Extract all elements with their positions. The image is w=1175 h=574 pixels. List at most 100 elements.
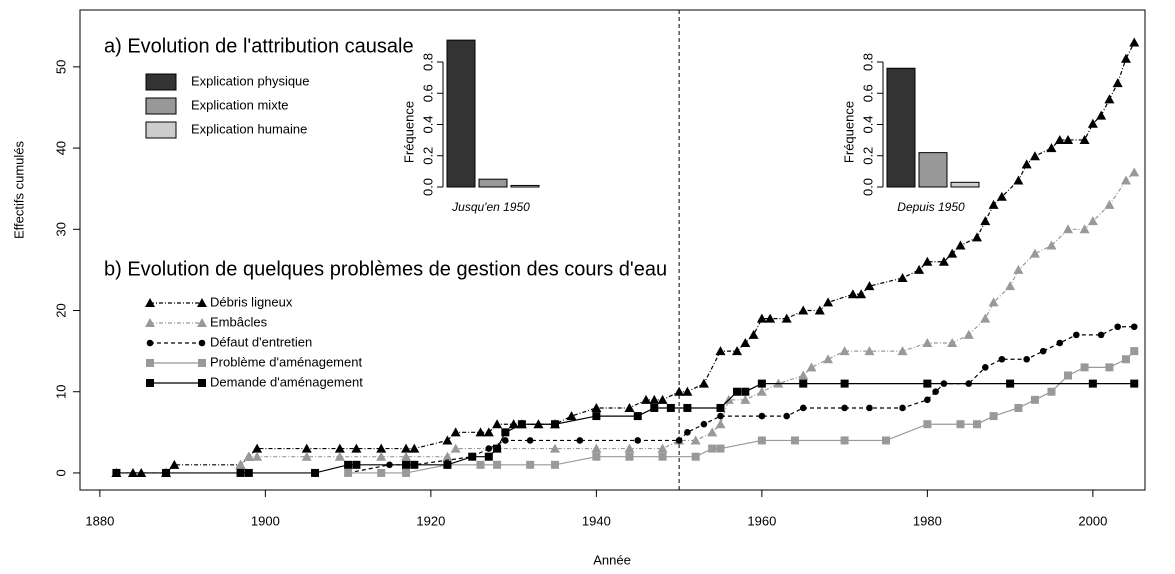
point bbox=[443, 460, 452, 469]
point bbox=[980, 313, 991, 323]
point bbox=[401, 443, 412, 453]
point bbox=[1023, 355, 1030, 363]
point bbox=[657, 443, 668, 453]
y-tick-label: 20 bbox=[53, 303, 68, 317]
point bbox=[1112, 78, 1123, 88]
point bbox=[741, 387, 750, 396]
bar bbox=[918, 152, 948, 188]
point bbox=[508, 419, 519, 429]
legend-swatch bbox=[145, 73, 177, 91]
legend-label: Embâcles bbox=[210, 314, 268, 329]
point bbox=[442, 435, 453, 445]
point bbox=[409, 443, 420, 453]
point bbox=[402, 468, 411, 477]
point bbox=[634, 437, 642, 444]
legend-marker bbox=[197, 318, 207, 327]
x-tick-label: 1980 bbox=[913, 513, 942, 528]
point bbox=[914, 264, 925, 274]
point bbox=[733, 387, 742, 396]
point bbox=[1021, 159, 1032, 169]
point bbox=[823, 297, 834, 307]
point bbox=[592, 412, 601, 421]
point bbox=[311, 468, 320, 477]
series-line bbox=[116, 42, 1135, 474]
y-tick-label: 0.8 bbox=[420, 53, 435, 71]
x-tick-label: 1940 bbox=[582, 513, 611, 528]
legend-label: Demande d'aménagement bbox=[210, 374, 363, 389]
legend-label: Débris ligneux bbox=[210, 294, 293, 309]
point bbox=[301, 443, 312, 453]
point bbox=[881, 436, 890, 445]
point bbox=[485, 445, 493, 452]
y-tick-label: 30 bbox=[53, 222, 68, 236]
legend-marker bbox=[198, 359, 206, 367]
y-tick-label: 0.6 bbox=[420, 84, 435, 102]
point bbox=[823, 354, 834, 364]
point bbox=[1013, 264, 1024, 274]
point bbox=[814, 305, 825, 315]
point bbox=[922, 337, 933, 347]
bar bbox=[446, 39, 476, 188]
point bbox=[717, 412, 724, 420]
point bbox=[841, 404, 848, 412]
point bbox=[1104, 94, 1115, 104]
point bbox=[334, 451, 345, 461]
point bbox=[402, 460, 411, 469]
legend-label: Défaut d'entretien bbox=[210, 334, 312, 349]
legend-label: Explication mixte bbox=[191, 97, 289, 112]
point bbox=[897, 273, 908, 283]
point bbox=[1129, 167, 1140, 177]
point bbox=[932, 388, 939, 396]
point bbox=[840, 436, 849, 445]
legend-marker bbox=[145, 318, 155, 327]
point bbox=[1006, 379, 1015, 388]
point bbox=[236, 468, 245, 477]
point bbox=[549, 443, 560, 453]
point bbox=[351, 443, 362, 453]
point bbox=[252, 443, 263, 453]
point bbox=[1087, 118, 1098, 128]
point bbox=[740, 337, 751, 347]
point bbox=[691, 452, 700, 461]
point bbox=[973, 420, 982, 429]
point bbox=[334, 443, 345, 453]
x-axis-label: Année bbox=[593, 552, 631, 567]
point bbox=[658, 452, 667, 461]
point bbox=[839, 346, 850, 356]
point bbox=[633, 412, 642, 421]
point bbox=[243, 451, 254, 461]
point bbox=[1130, 323, 1138, 331]
point bbox=[674, 386, 685, 396]
y-tick-label: 0.4 bbox=[420, 115, 435, 133]
point bbox=[799, 404, 807, 412]
point bbox=[1054, 134, 1065, 144]
point bbox=[690, 435, 701, 445]
point bbox=[1046, 143, 1057, 153]
y-tick-label: 0.2 bbox=[420, 147, 435, 165]
point bbox=[847, 289, 858, 299]
point bbox=[765, 313, 776, 323]
point bbox=[947, 248, 958, 258]
point bbox=[798, 305, 809, 315]
point bbox=[1039, 347, 1047, 355]
point bbox=[550, 420, 559, 429]
point bbox=[592, 452, 601, 461]
point bbox=[1088, 379, 1097, 388]
point bbox=[1047, 387, 1056, 396]
point bbox=[649, 394, 660, 404]
point bbox=[981, 364, 989, 371]
y-tick-label: 0.0 bbox=[420, 178, 435, 196]
point bbox=[244, 468, 253, 477]
point bbox=[715, 419, 726, 429]
point bbox=[707, 427, 718, 437]
point bbox=[790, 436, 799, 445]
bar bbox=[510, 184, 540, 188]
x-axis-label: Depuis 1950 bbox=[897, 200, 965, 214]
point bbox=[924, 396, 931, 404]
point bbox=[1130, 347, 1139, 356]
point bbox=[1029, 248, 1040, 258]
series-line bbox=[240, 172, 1135, 466]
point bbox=[1030, 395, 1039, 404]
point bbox=[492, 419, 503, 429]
